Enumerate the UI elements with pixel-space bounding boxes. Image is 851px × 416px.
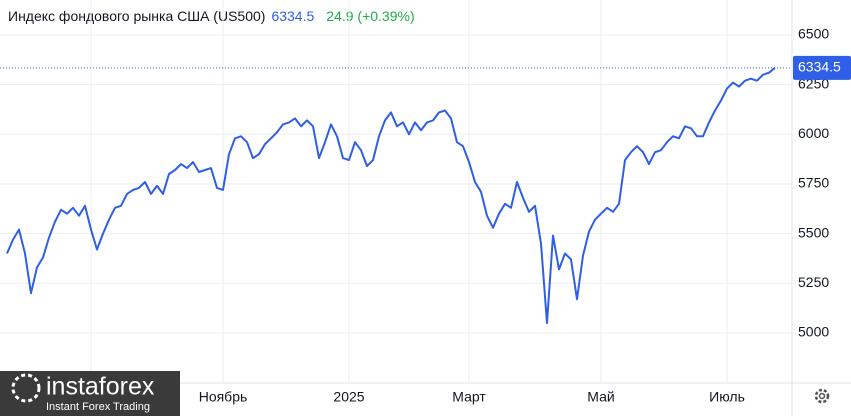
- y-tick-label: 6000: [798, 125, 829, 141]
- y-tick-label: 5750: [798, 175, 829, 191]
- logo-icon: [11, 373, 41, 403]
- last-price-label: 6334.5: [798, 59, 841, 75]
- title-text: Индекс фондового рынка США (US500): [8, 8, 265, 24]
- x-tick-label: Май: [587, 389, 614, 405]
- price-change: 24.9 (+0.39%): [326, 8, 414, 24]
- gear-teeth[interactable]: [814, 388, 830, 404]
- logo-tagline: Instant Forex Trading: [46, 401, 150, 413]
- chart-title: Индекс фондового рынка США (US500) 6334.5…: [8, 8, 415, 24]
- logo-box: [0, 371, 180, 416]
- x-tick-label: Март: [452, 389, 486, 405]
- gear-center[interactable]: [818, 392, 826, 400]
- y-tick-label: 5500: [798, 224, 829, 240]
- logo-brand: instaforex: [46, 373, 155, 401]
- y-tick-label: 5000: [798, 324, 829, 340]
- settings-icon[interactable]: [814, 388, 830, 404]
- y-tick-label: 5250: [798, 274, 829, 290]
- x-tick-label: Ноябрь: [199, 389, 248, 405]
- last-price: 6334.5: [271, 8, 314, 24]
- last-price-box: [793, 55, 851, 80]
- x-tick-label: Июль: [709, 389, 745, 405]
- series-line: [6, 67, 776, 324]
- x-tick-label: 2025: [333, 389, 364, 405]
- y-tick-label: 6500: [798, 26, 829, 42]
